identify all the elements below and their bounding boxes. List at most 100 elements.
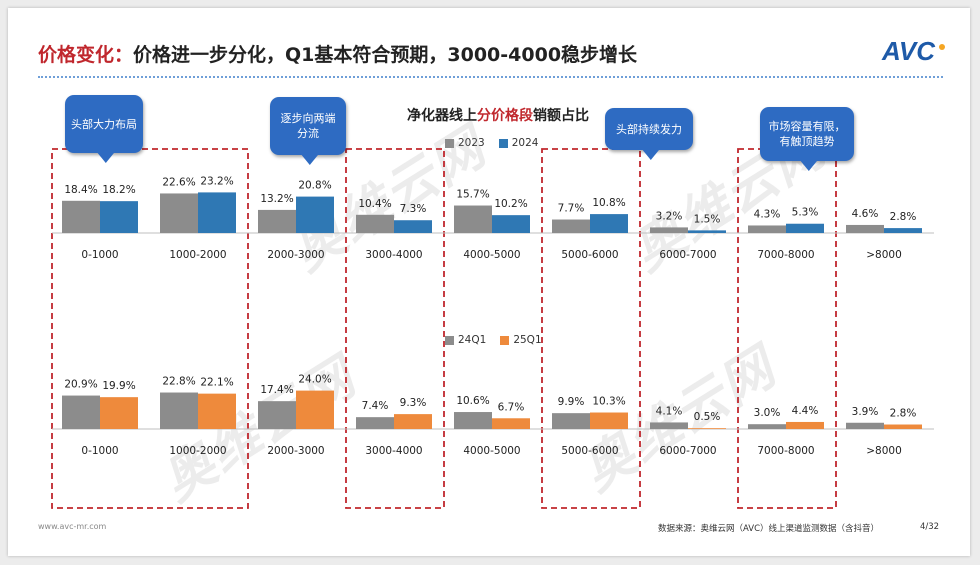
bar-25Q1-3000-4000 (394, 414, 432, 429)
bar-24Q1-6000-7000 (650, 422, 688, 429)
tick-label-5000-6000: 5000-6000 (561, 445, 618, 457)
footer-source: 数据来源：奥维云网（AVC）线上渠道监测数据（含抖音） (658, 524, 880, 534)
tick-label-7000-8000: 7000-8000 (757, 445, 814, 457)
title-divider (38, 76, 943, 78)
tick-label-7000-8000: 7000-8000 (757, 249, 814, 261)
callout-head-force: 头部持续发力 (605, 108, 693, 150)
tick-label-0-1000: 0-1000 (81, 249, 118, 261)
legend-swatch (498, 138, 508, 148)
bar-2024->8000 (884, 228, 922, 233)
data-label-2023-6000-7000: 3.2% (656, 210, 683, 222)
bar-24Q1-3000-4000 (356, 417, 394, 429)
callout-diverge: 逐步向两端分流 (270, 97, 346, 155)
tick-label->8000: >8000 (866, 445, 902, 457)
data-label-2024-7000-8000: 5.3% (792, 207, 819, 219)
title-text: 价格进一步分化，Q1基本符合预期，3000-4000稳步增长 (133, 44, 638, 66)
bar-2023-0-1000 (62, 200, 100, 233)
data-label-2024->8000: 2.8% (890, 211, 917, 223)
bar-2023-4000-5000 (454, 205, 492, 233)
data-label-25Q1-3000-4000: 9.3% (400, 397, 427, 409)
data-label-25Q1-0-1000: 19.9% (102, 380, 135, 392)
data-label-2023-3000-4000: 10.4% (358, 198, 391, 210)
data-label-2023-1000-2000: 22.6% (162, 176, 195, 188)
legend-label: 2023 (458, 137, 485, 149)
tick-label-3000-4000: 3000-4000 (365, 445, 422, 457)
highlight-box-3 (541, 148, 641, 509)
bar-2023-7000-8000 (748, 225, 786, 233)
data-label-24Q1-4000-5000: 10.6% (456, 395, 489, 407)
bar-24Q1-2000-3000 (258, 401, 296, 429)
highlight-box-4 (737, 148, 837, 509)
data-label-24Q1-2000-3000: 17.4% (260, 384, 293, 396)
tick-label->8000: >8000 (866, 249, 902, 261)
data-label-25Q1-1000-2000: 22.1% (200, 377, 233, 389)
bar-25Q1-6000-7000 (688, 428, 726, 429)
data-label-24Q1->8000: 3.9% (852, 406, 879, 418)
legend-label: 24Q1 (458, 334, 487, 346)
tick-label-6000-7000: 6000-7000 (659, 249, 716, 261)
bar-2024-5000-6000 (590, 214, 628, 233)
bar-2023->8000 (846, 224, 884, 233)
bar-24Q1-5000-6000 (552, 413, 590, 429)
legend-item-25q1: 25Q1 (500, 334, 542, 346)
data-label-2023-2000-3000: 13.2% (260, 193, 293, 205)
bar-25Q1-7000-8000 (786, 421, 824, 429)
data-label-25Q1-4000-5000: 6.7% (498, 401, 525, 413)
legend-swatch (500, 335, 510, 345)
legend-swatch (445, 138, 454, 148)
bar-2023-5000-6000 (552, 219, 590, 233)
data-label-2023-0-1000: 18.4% (64, 184, 97, 196)
legend-top: 2023 2024 (445, 135, 538, 151)
chart-title: 净化器线上分价格段销额占比 (407, 108, 589, 124)
bar-2023-2000-3000 (258, 209, 296, 233)
bar-24Q1-7000-8000 (748, 424, 786, 429)
data-label-25Q1-2000-3000: 24.0% (298, 374, 331, 386)
bar-24Q1-4000-5000 (454, 412, 492, 429)
bar-24Q1-0-1000 (62, 395, 100, 429)
bar-25Q1->8000 (884, 424, 922, 429)
data-label-2024-6000-7000: 1.5% (694, 213, 721, 225)
data-label-2024-1000-2000: 23.2% (200, 175, 233, 187)
data-label-25Q1-6000-7000: 0.5% (694, 411, 721, 423)
highlight-box-2 (345, 148, 445, 509)
bar-24Q1-1000-2000 (160, 392, 198, 429)
tick-label-5000-6000: 5000-6000 (561, 249, 618, 261)
data-label-25Q1-7000-8000: 4.4% (792, 405, 819, 417)
data-label-24Q1-3000-4000: 7.4% (362, 400, 389, 412)
bar-charts: 18.4% 18.2% 0-1000 22.6% 23.2% 1000-2000 13.2%… (51, 148, 934, 509)
callout-head-layout: 头部大力布局 (65, 95, 143, 153)
data-label-24Q1-1000-2000: 22.8% (162, 376, 195, 388)
tick-label-2000-3000: 2000-3000 (267, 249, 324, 261)
legend-label: 2024 (511, 137, 539, 149)
data-label-2023-7000-8000: 4.3% (754, 208, 781, 220)
page-number: 4/32 (920, 522, 940, 532)
legend-item-2024: 2024 (498, 137, 539, 149)
bar-2023-3000-4000 (356, 214, 394, 233)
tick-label-0-1000: 0-1000 (81, 445, 118, 457)
bar-2023-1000-2000 (160, 193, 198, 233)
legend-bottom: 24Q1 25Q1 (445, 332, 542, 348)
footer-url: www.avc-mr.com (38, 522, 107, 531)
legend-item-2023: 2023 (445, 137, 485, 149)
svg-text:AVC: AVC (881, 36, 936, 66)
bar-2024-4000-5000 (492, 215, 530, 233)
bar-25Q1-2000-3000 (296, 390, 334, 429)
bar-24Q1->8000 (846, 422, 884, 429)
data-label-2024-4000-5000: 10.2% (494, 198, 527, 210)
legend-label: 25Q1 (513, 334, 542, 346)
tick-label-1000-2000: 1000-2000 (169, 445, 226, 457)
bar-2024-6000-7000 (688, 230, 726, 233)
data-label-24Q1-7000-8000: 3.0% (754, 407, 781, 419)
legend-swatch (445, 335, 454, 345)
data-label-2024-0-1000: 18.2% (102, 184, 135, 196)
data-label-2024-2000-3000: 20.8% (298, 180, 331, 192)
bar-25Q1-1000-2000 (198, 393, 236, 429)
data-label-24Q1-0-1000: 20.9% (64, 379, 97, 391)
data-label-24Q1-6000-7000: 4.1% (656, 405, 683, 417)
title-prefix: 价格变化： (38, 44, 134, 66)
bar-25Q1-4000-5000 (492, 418, 530, 429)
legend-item-24q1: 24Q1 (445, 334, 486, 346)
tick-label-1000-2000: 1000-2000 (169, 249, 226, 261)
data-label-25Q1-5000-6000: 10.3% (592, 396, 625, 408)
avc-logo: AVC (881, 36, 945, 66)
